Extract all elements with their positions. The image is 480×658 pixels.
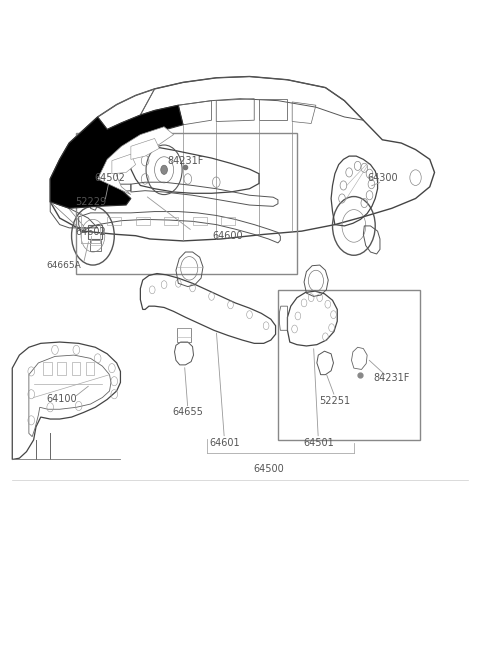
Text: 64501: 64501 — [303, 438, 334, 447]
Text: 52229: 52229 — [75, 197, 106, 207]
Polygon shape — [97, 127, 174, 195]
Text: 64602: 64602 — [75, 228, 106, 238]
Polygon shape — [50, 105, 183, 209]
Bar — [107, 216, 121, 224]
Bar — [86, 362, 95, 374]
Bar — [96, 198, 100, 202]
Text: 64600: 64600 — [213, 231, 243, 241]
Text: 64665A: 64665A — [46, 261, 81, 270]
Text: 64601: 64601 — [209, 438, 240, 447]
Bar — [90, 240, 101, 251]
Bar — [72, 362, 80, 374]
Text: 64300: 64300 — [367, 172, 397, 183]
Bar — [192, 216, 207, 224]
Text: 64502: 64502 — [94, 172, 125, 183]
Text: 52251: 52251 — [319, 395, 350, 406]
Text: 64500: 64500 — [253, 464, 284, 474]
Bar — [76, 134, 297, 274]
Bar — [43, 362, 52, 374]
Bar — [96, 191, 100, 195]
Bar — [57, 362, 66, 374]
Bar — [100, 188, 105, 192]
Text: 64100: 64100 — [47, 393, 77, 404]
Text: 64655: 64655 — [172, 407, 203, 417]
Bar — [136, 216, 150, 224]
Text: 84231F: 84231F — [373, 373, 410, 383]
Polygon shape — [112, 154, 136, 174]
Bar — [278, 290, 420, 440]
Text: 84231F: 84231F — [167, 156, 204, 166]
Bar — [177, 328, 191, 342]
Polygon shape — [131, 138, 159, 159]
Bar — [221, 216, 235, 224]
Bar — [164, 216, 179, 224]
Circle shape — [161, 165, 168, 174]
